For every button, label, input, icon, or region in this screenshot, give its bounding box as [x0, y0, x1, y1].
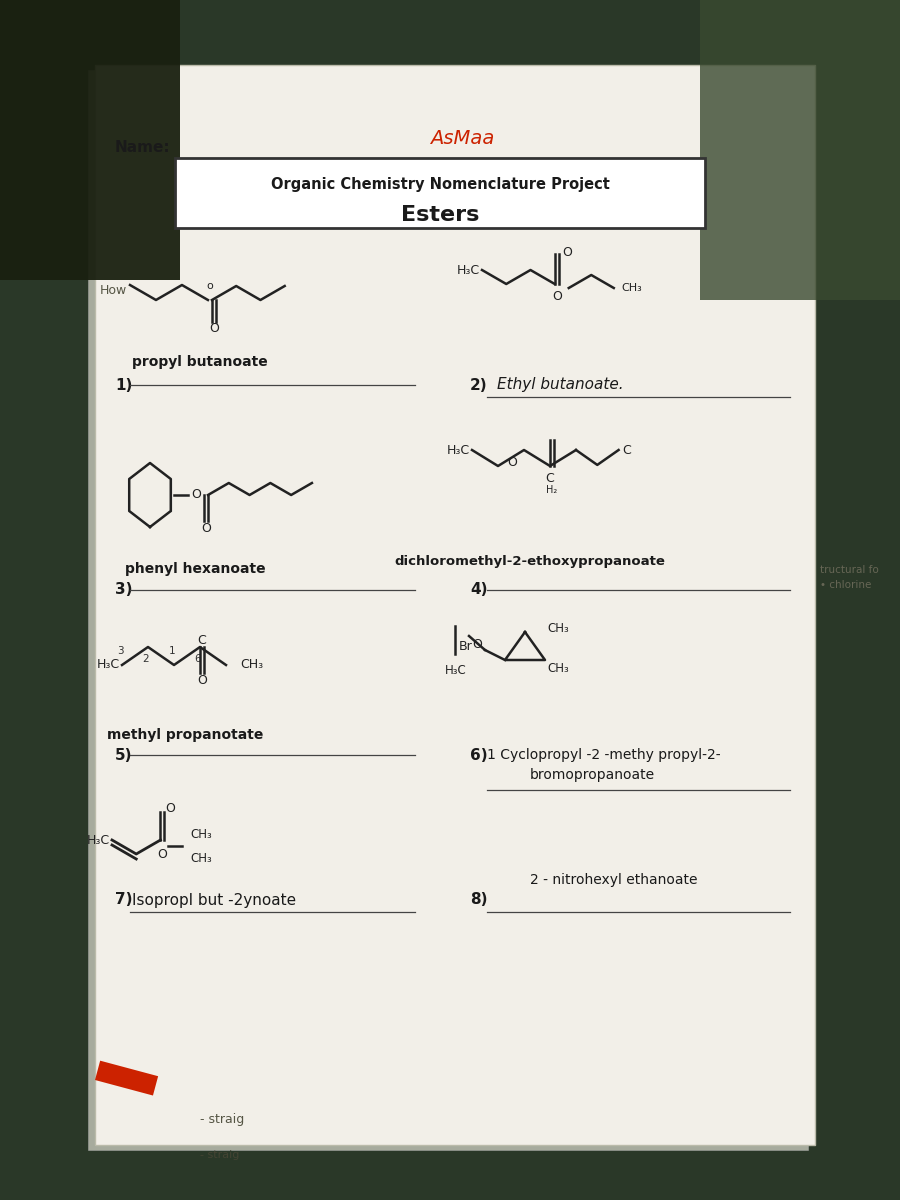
- Text: 2: 2: [143, 654, 149, 664]
- Text: CH₃: CH₃: [240, 659, 263, 672]
- Text: O: O: [507, 456, 517, 468]
- Text: C: C: [622, 444, 631, 456]
- Text: O: O: [552, 289, 562, 302]
- Bar: [95, 65, 815, 1145]
- Text: • chlorine: • chlorine: [820, 580, 871, 590]
- Text: H₂: H₂: [546, 485, 558, 494]
- Text: Esters: Esters: [400, 205, 479, 226]
- Text: Name:: Name:: [115, 140, 171, 156]
- Text: O: O: [209, 322, 219, 335]
- Text: C: C: [198, 635, 206, 648]
- Text: 4): 4): [470, 582, 488, 598]
- Text: O: O: [191, 488, 201, 502]
- Text: O: O: [197, 673, 207, 686]
- Text: CH₃: CH₃: [547, 622, 569, 635]
- Text: 8): 8): [470, 893, 488, 907]
- Bar: [700, 0, 900, 300]
- Text: C: C: [545, 472, 554, 485]
- Text: - straig: - straig: [200, 1114, 244, 1127]
- Bar: [0, 0, 180, 280]
- Text: O: O: [158, 847, 167, 860]
- Text: phenyl hexanoate: phenyl hexanoate: [125, 562, 266, 576]
- Text: O: O: [562, 246, 572, 258]
- Text: CH₃: CH₃: [622, 283, 643, 293]
- Text: 6: 6: [194, 654, 202, 664]
- Text: 2 - nitrohexyl ethanoate: 2 - nitrohexyl ethanoate: [530, 874, 698, 887]
- Text: o: o: [207, 281, 213, 290]
- Text: AsMaa: AsMaa: [430, 128, 494, 148]
- Text: dichloromethyl-2-ethoxypropanoate: dichloromethyl-2-ethoxypropanoate: [394, 554, 665, 568]
- Text: 1: 1: [168, 646, 176, 656]
- Bar: [95, 1061, 158, 1096]
- Text: H₃C: H₃C: [97, 659, 120, 672]
- Text: O: O: [166, 802, 176, 815]
- Text: H₃C: H₃C: [447, 444, 470, 456]
- Text: 1): 1): [115, 378, 132, 392]
- Text: Isopropl but -2ynoate: Isopropl but -2ynoate: [132, 893, 296, 907]
- Text: 3: 3: [117, 646, 123, 656]
- Text: 1 Cyclopropyl -2 -methy propyl-2-: 1 Cyclopropyl -2 -methy propyl-2-: [487, 748, 721, 762]
- Text: O: O: [472, 637, 482, 650]
- Text: tructural fo: tructural fo: [820, 565, 878, 575]
- Text: propyl butanoate: propyl butanoate: [132, 355, 268, 370]
- Text: 7): 7): [115, 893, 132, 907]
- Text: 5): 5): [115, 748, 132, 762]
- Text: Ethyl butanoate.: Ethyl butanoate.: [497, 378, 624, 392]
- Text: H₃C: H₃C: [446, 664, 467, 677]
- Text: CH₃: CH₃: [547, 661, 569, 674]
- Text: methyl propanotate: methyl propanotate: [107, 728, 263, 742]
- Text: bromopropanoate: bromopropanoate: [530, 768, 655, 782]
- Text: How: How: [100, 283, 127, 296]
- Text: - straig: - straig: [200, 1150, 239, 1160]
- Text: Organic Chemistry Nomenclature Project: Organic Chemistry Nomenclature Project: [271, 178, 609, 192]
- Text: 2): 2): [470, 378, 488, 392]
- Text: CH₃: CH₃: [191, 852, 212, 864]
- Text: CH₃: CH₃: [191, 828, 212, 840]
- Text: H₃C: H₃C: [87, 834, 110, 846]
- Text: H₃C: H₃C: [457, 264, 480, 276]
- Bar: [88, 70, 808, 1150]
- Text: 3): 3): [115, 582, 132, 598]
- Text: Br: Br: [459, 640, 473, 653]
- Text: O: O: [201, 522, 211, 534]
- Text: 6): 6): [470, 748, 488, 762]
- Bar: [175, 158, 705, 228]
